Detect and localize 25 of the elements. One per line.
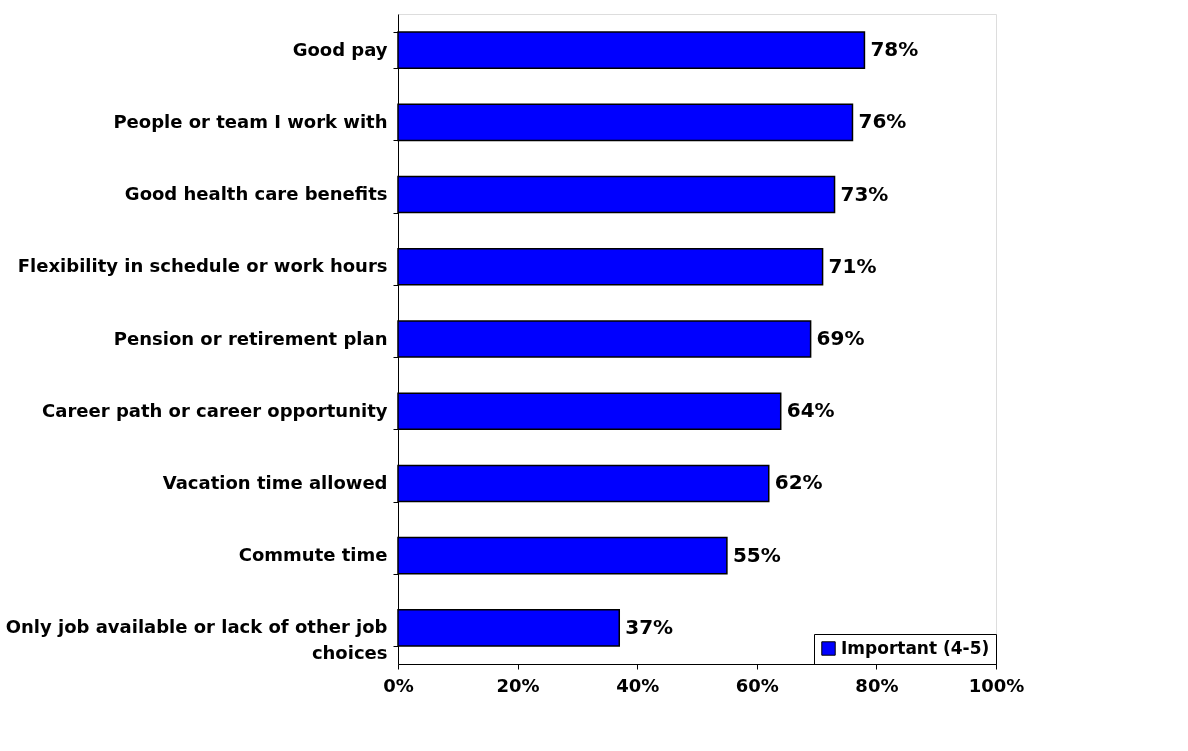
y-tick-label: Flexibility in schedule or work hours [17,255,388,277]
y-tick-label: Vacation time allowed [162,471,388,493]
data-label: 76% [858,109,907,134]
y-tick-label: People or team I work with [113,110,388,132]
x-tick-label: 40% [616,674,660,696]
x-tick-label: 20% [496,674,540,696]
data-label: 55% [732,542,781,567]
data-label: 78% [870,37,919,62]
y-tick-label: Only job available or lack of other job choices [5,616,388,664]
data-label: 62% [774,470,823,495]
y-tick-label: Commute time [238,544,388,566]
y-tick-label: Pension or retirement plan [113,327,388,349]
data-label: 73% [840,181,889,206]
legend-label: Important (4-5) [841,637,990,658]
y-tick-label: Good health care benefits [124,183,388,205]
x-tick-label: 60% [735,674,779,696]
x-tick-label: 80% [855,674,899,696]
data-label: 37% [625,614,674,639]
x-tick-label: 100% [968,674,1025,696]
y-tick-label: Career path or career opportunity [42,399,388,421]
data-label: 64% [786,398,835,423]
y-tick-label: Good pay [292,38,388,60]
data-label: 69% [816,326,865,350]
data-label: 71% [828,253,877,278]
x-tick-label: 0% [383,674,414,696]
